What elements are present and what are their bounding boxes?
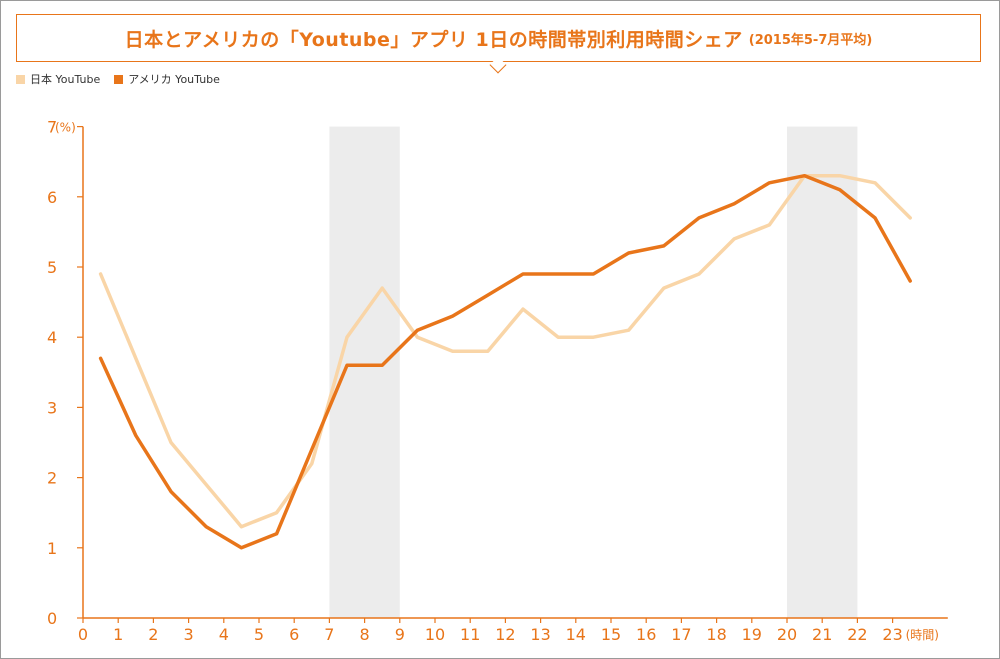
- series-line-usa: [98, 173, 912, 550]
- series-point-japan-9: [416, 336, 419, 339]
- series-point-japan-3: [205, 483, 208, 486]
- x-tick-label-5: 5: [254, 625, 264, 644]
- x-tick-label-9: 9: [395, 625, 405, 644]
- series-point-usa-23: [909, 279, 912, 283]
- series-point-japan-1: [134, 357, 137, 360]
- chart-legend: 日本 YouTube アメリカ YouTube: [16, 71, 234, 87]
- series-point-usa-4: [240, 546, 243, 549]
- series-point-usa-5: [275, 532, 278, 535]
- series-point-japan-8: [381, 286, 384, 290]
- x-tick-label-15: 15: [601, 625, 621, 644]
- legend-swatch-usa: [114, 74, 124, 84]
- x-tick-label-14: 14: [566, 625, 586, 644]
- series-point-usa-15: [627, 251, 630, 255]
- series-point-usa-13: [557, 272, 560, 276]
- x-tick-label-22: 22: [847, 625, 867, 644]
- y-tick-label-7: 7: [47, 118, 57, 137]
- x-tick-label-7: 7: [324, 625, 334, 644]
- series-point-japan-17: [697, 272, 701, 276]
- x-tick-label-23: 23: [882, 625, 902, 644]
- x-unit-label: (時間): [906, 628, 939, 642]
- series-point-japan-10: [451, 350, 454, 353]
- series-point-usa-16: [662, 244, 665, 248]
- series-point-japan-15: [627, 328, 630, 332]
- x-tick-label-0: 0: [78, 625, 88, 644]
- series-point-usa-2: [169, 490, 173, 493]
- series-point-usa-20: [803, 174, 806, 177]
- y-tick-label-6: 6: [47, 188, 57, 207]
- series-point-usa-22: [873, 216, 877, 220]
- series-point-japan-19: [768, 223, 771, 227]
- series-point-japan-13: [557, 336, 560, 339]
- series-point-japan-11: [486, 350, 489, 353]
- chart-title-box: 日本とアメリカの「Youtube」アプリ 1日の時間帯別利用時間シェア (201…: [16, 14, 981, 62]
- x-tick-label-10: 10: [425, 625, 445, 644]
- series-point-usa-7: [345, 364, 349, 367]
- y-tick-label-2: 2: [47, 469, 57, 488]
- series-point-japan-4: [240, 525, 243, 528]
- series-point-japan-21: [838, 174, 841, 177]
- x-tick-label-11: 11: [460, 625, 480, 644]
- series-point-japan-2: [169, 441, 173, 444]
- series-point-japan-16: [662, 286, 665, 290]
- series-point-japan-5: [275, 511, 278, 514]
- series-point-usa-10: [451, 314, 454, 318]
- series-point-usa-6: [310, 448, 313, 451]
- x-tick-label-3: 3: [184, 625, 194, 644]
- series-point-japan-23: [909, 216, 912, 220]
- series-line-japan: [98, 173, 912, 529]
- series-point-usa-19: [768, 181, 771, 184]
- series-point-japan-7: [345, 336, 349, 339]
- series-point-usa-8: [381, 364, 384, 367]
- legend-label-japan: 日本 YouTube: [30, 73, 101, 86]
- x-tick-label-1: 1: [113, 625, 123, 644]
- series-point-usa-14: [592, 272, 595, 276]
- series-point-usa-3: [205, 525, 208, 528]
- series-point-usa-0: [99, 357, 102, 360]
- series-point-usa-18: [733, 202, 736, 206]
- highlight-band-1: [787, 126, 858, 618]
- x-tick-label-2: 2: [148, 625, 158, 644]
- series-point-usa-21: [838, 188, 841, 191]
- legend-item-japan: 日本 YouTube: [16, 71, 100, 87]
- x-tick-label-4: 4: [219, 625, 229, 644]
- x-tick-label-12: 12: [495, 625, 515, 644]
- y-tick-label-4: 4: [47, 328, 57, 347]
- x-tick-label-21: 21: [812, 625, 832, 644]
- x-tick-label-17: 17: [671, 625, 691, 644]
- x-tick-label-13: 13: [530, 625, 550, 644]
- x-tick-label-19: 19: [742, 625, 762, 644]
- x-tick-label-18: 18: [706, 625, 726, 644]
- series-point-usa-17: [697, 216, 701, 220]
- chart-title: 日本とアメリカの「Youtube」アプリ 1日の時間帯別利用時間シェア: [124, 28, 743, 51]
- highlight-band-0: [329, 126, 400, 618]
- x-tick-label-8: 8: [360, 625, 370, 644]
- x-tick-label-16: 16: [636, 625, 656, 644]
- series-point-japan-0: [99, 272, 102, 276]
- x-tick-label-20: 20: [777, 625, 797, 644]
- series-point-japan-6: [310, 462, 313, 465]
- series-point-usa-12: [521, 272, 525, 276]
- series-point-usa-1: [134, 434, 137, 437]
- series-point-japan-14: [592, 336, 595, 339]
- chart-subtitle: (2015年5-7月平均): [748, 32, 873, 48]
- legend-label-usa: アメリカ YouTube: [128, 73, 220, 86]
- x-tick-label-6: 6: [289, 625, 299, 644]
- y-tick-label-1: 1: [47, 539, 57, 558]
- y-unit-label: (%): [55, 121, 76, 135]
- y-tick-label-0: 0: [47, 609, 57, 628]
- y-tick-label-3: 3: [47, 398, 57, 417]
- legend-item-usa: アメリカ YouTube: [114, 71, 220, 87]
- y-tick-label-5: 5: [47, 258, 57, 277]
- series-point-usa-11: [486, 293, 489, 297]
- series-point-japan-22: [873, 181, 877, 184]
- series-point-japan-12: [521, 307, 525, 311]
- series-point-usa-9: [416, 328, 419, 332]
- series-point-japan-18: [733, 237, 736, 241]
- legend-swatch-japan: [16, 74, 25, 84]
